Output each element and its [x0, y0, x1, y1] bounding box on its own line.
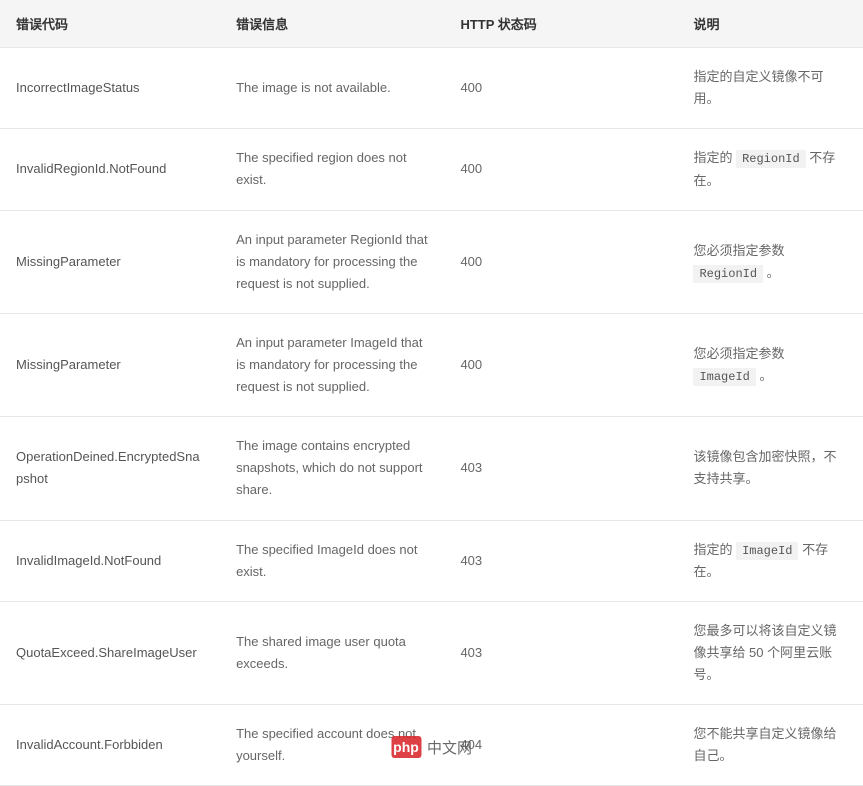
table-row: IncorrectImageStatusThe image is not ava… [0, 48, 863, 129]
cell-description: 您必须指定参数 RegionId 。 [677, 210, 863, 313]
header-error-message: 错误信息 [220, 0, 444, 48]
cell-error-message: The shared image user quota exceeds. [220, 602, 444, 705]
cell-description: 指定的 RegionId 不存在。 [677, 129, 863, 210]
table-row: MissingParameterAn input parameter Regio… [0, 210, 863, 313]
cell-error-code: IncorrectImageStatus [0, 48, 220, 129]
table-row: OperationDeined.EncryptedSnapshotThe ima… [0, 417, 863, 520]
header-http-status: HTTP 状态码 [444, 0, 677, 48]
cell-error-code: MissingParameter [0, 210, 220, 313]
cell-error-message: The specified account does not yourself. [220, 705, 444, 786]
header-description: 说明 [677, 0, 863, 48]
inline-code: RegionId [693, 265, 763, 283]
table-row: InvalidRegionId.NotFoundThe specified re… [0, 129, 863, 210]
cell-http-status: 404 [444, 705, 677, 786]
table-row: MissingParameterAn input parameter Image… [0, 313, 863, 416]
cell-error-message: The specified ImageId does not exist. [220, 520, 444, 601]
table-row: QuotaExceed.ShareImageUserThe shared ima… [0, 602, 863, 705]
table-header-row: 错误代码 错误信息 HTTP 状态码 说明 [0, 0, 863, 48]
table-row: InvalidImageId.NotFoundThe specified Ima… [0, 520, 863, 601]
cell-error-code: MissingParameter [0, 313, 220, 416]
cell-description: 该镜像包含加密快照，不支持共享。 [677, 417, 863, 520]
cell-error-code: InvalidImageId.NotFound [0, 520, 220, 601]
cell-http-status: 403 [444, 417, 677, 520]
table-row: InvalidAccount.ForbbidenThe specified ac… [0, 705, 863, 786]
cell-error-code: OperationDeined.EncryptedSnapshot [0, 417, 220, 520]
cell-error-code: InvalidRegionId.NotFound [0, 129, 220, 210]
inline-code: ImageId [736, 542, 798, 560]
cell-http-status: 403 [444, 520, 677, 601]
cell-description: 您最多可以将该自定义镜像共享给 50 个阿里云账号。 [677, 602, 863, 705]
cell-error-code: InvalidAccount.Forbbiden [0, 705, 220, 786]
header-error-code: 错误代码 [0, 0, 220, 48]
cell-http-status: 400 [444, 129, 677, 210]
cell-error-message: The image is not available. [220, 48, 444, 129]
cell-error-message: An input parameter ImageId that is manda… [220, 313, 444, 416]
cell-error-message: The specified region does not exist. [220, 129, 444, 210]
cell-http-status: 403 [444, 602, 677, 705]
cell-error-message: The image contains encrypted snapshots, … [220, 417, 444, 520]
inline-code: ImageId [693, 368, 755, 386]
cell-description: 您必须指定参数 ImageId 。 [677, 313, 863, 416]
cell-http-status: 400 [444, 210, 677, 313]
cell-error-message: An input parameter RegionId that is mand… [220, 210, 444, 313]
cell-error-code: QuotaExceed.ShareImageUser [0, 602, 220, 705]
cell-description: 您不能共享自定义镜像给自己。 [677, 705, 863, 786]
cell-description: 指定的自定义镜像不可用。 [677, 48, 863, 129]
cell-http-status: 400 [444, 313, 677, 416]
cell-description: 指定的 ImageId 不存在。 [677, 520, 863, 601]
inline-code: RegionId [736, 150, 806, 168]
error-codes-table: 错误代码 错误信息 HTTP 状态码 说明 IncorrectImageStat… [0, 0, 863, 786]
cell-http-status: 400 [444, 48, 677, 129]
